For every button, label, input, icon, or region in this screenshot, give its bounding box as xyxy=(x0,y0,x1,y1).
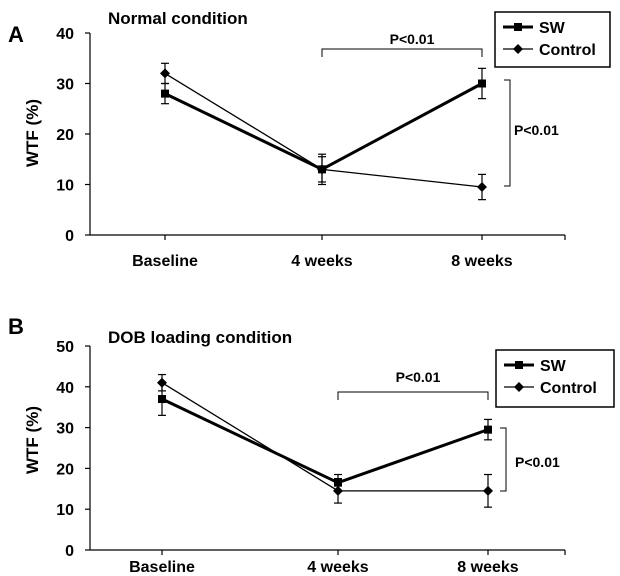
data-point-sw xyxy=(161,89,169,98)
x-tick-label: Baseline xyxy=(132,253,198,270)
data-point-sw xyxy=(484,425,492,434)
data-point-sw xyxy=(478,79,486,88)
chart-title: DOB loading condition xyxy=(108,328,292,347)
series-line-control xyxy=(161,382,488,492)
chart-panel-b: B DOB loading condition WTF (%) 0 10 20 30 40 50… xyxy=(8,314,615,576)
significance-label: P<0.01 xyxy=(515,454,560,470)
significance-bracket xyxy=(337,391,489,400)
series-line-sw xyxy=(161,397,489,485)
y-axis-label: WTF (%) xyxy=(23,99,42,167)
y-axis-label: WTF (%) xyxy=(23,406,42,474)
data-point-control xyxy=(160,68,170,79)
x-tick-label: 4 weeks xyxy=(291,253,352,270)
y-tick-label: 10 xyxy=(56,178,74,195)
legend-marker-control xyxy=(513,44,523,54)
legend-label-control: Control xyxy=(539,42,596,59)
legend: SW Control xyxy=(495,349,615,408)
y-tick-label: 20 xyxy=(56,127,74,144)
legend-marker-control xyxy=(514,382,524,392)
panel-label: A xyxy=(8,22,24,47)
x-tick-label: 4 weeks xyxy=(307,559,368,576)
y-tick-label: 0 xyxy=(65,228,74,245)
legend-label-sw: SW xyxy=(540,358,567,375)
y-tick-label: 30 xyxy=(56,421,74,438)
legend: SW Control xyxy=(494,11,611,68)
legend-box xyxy=(494,11,611,68)
data-point-control xyxy=(477,182,487,193)
significance-label: P<0.01 xyxy=(396,369,441,385)
significance-label: P<0.01 xyxy=(514,122,559,138)
legend-marker-sw xyxy=(514,23,522,31)
chart-panel-a: A Normal condition WTF (%) 0 10 20 30 40 Baselin… xyxy=(8,9,611,270)
y-tick-label: 20 xyxy=(56,461,74,478)
significance-bracket xyxy=(500,427,507,492)
y-tick-label: 50 xyxy=(56,339,74,356)
y-tick-label: 40 xyxy=(56,26,74,43)
data-point-control xyxy=(483,485,493,496)
panel-label: B xyxy=(8,314,24,339)
data-point-control xyxy=(157,377,167,388)
x-tick-label: 8 weeks xyxy=(457,559,518,576)
y-tick-label: 40 xyxy=(56,380,74,397)
data-point-control xyxy=(333,485,343,496)
x-tick-label: 8 weeks xyxy=(451,253,512,270)
y-tick-label: 10 xyxy=(56,502,74,519)
legend-box xyxy=(495,349,615,408)
data-point-control xyxy=(317,164,327,175)
legend-label-sw: SW xyxy=(539,20,566,37)
y-tick-label: 30 xyxy=(56,77,74,94)
significance-bracket xyxy=(504,79,511,187)
legend-marker-sw xyxy=(515,361,523,369)
x-tick-label: Baseline xyxy=(129,559,195,576)
legend-label-control: Control xyxy=(540,380,597,397)
significance-bracket xyxy=(321,48,483,57)
chart-title: Normal condition xyxy=(108,9,248,28)
y-tick-label: 0 xyxy=(65,543,74,560)
data-point-sw xyxy=(158,395,166,404)
significance-label: P<0.01 xyxy=(390,31,435,47)
